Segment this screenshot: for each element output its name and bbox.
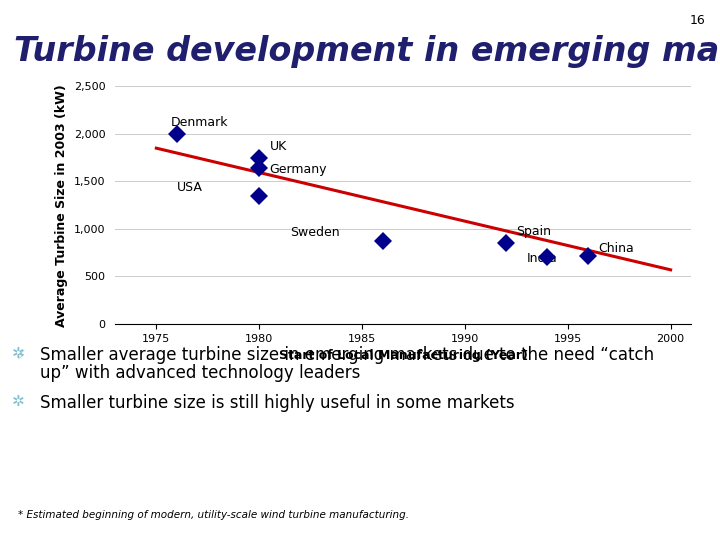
Text: Germany: Germany	[269, 163, 327, 176]
Text: China: China	[598, 242, 634, 255]
Text: Spain: Spain	[516, 225, 552, 238]
Text: Sweden: Sweden	[290, 226, 340, 239]
Text: India: India	[526, 252, 557, 265]
Text: USA: USA	[177, 181, 203, 194]
Text: ⚡: ⚡	[17, 348, 26, 361]
Text: 16: 16	[690, 14, 706, 26]
Text: UK: UK	[269, 140, 287, 153]
Text: Smaller average turbine size in emerging markets due to the need “catch: Smaller average turbine size in emerging…	[40, 346, 654, 363]
Text: Denmark: Denmark	[171, 116, 228, 129]
Text: * Estimated beginning of modern, utility-scale wind turbine manufacturing.: * Estimated beginning of modern, utility…	[18, 510, 409, 521]
Text: Turbine development in emerging markets: Turbine development in emerging markets	[14, 35, 720, 68]
Y-axis label: Average Turbine Size in 2003 (kW): Average Turbine Size in 2003 (kW)	[55, 84, 68, 327]
X-axis label: Start of Local Manufacturing (Year): Start of Local Manufacturing (Year)	[279, 349, 528, 362]
Text: Smaller turbine size is still highly useful in some markets: Smaller turbine size is still highly use…	[40, 394, 514, 412]
Text: ✲: ✲	[12, 346, 24, 361]
Text: up” with advanced technology leaders: up” with advanced technology leaders	[40, 364, 360, 382]
Text: ✲: ✲	[12, 394, 24, 409]
